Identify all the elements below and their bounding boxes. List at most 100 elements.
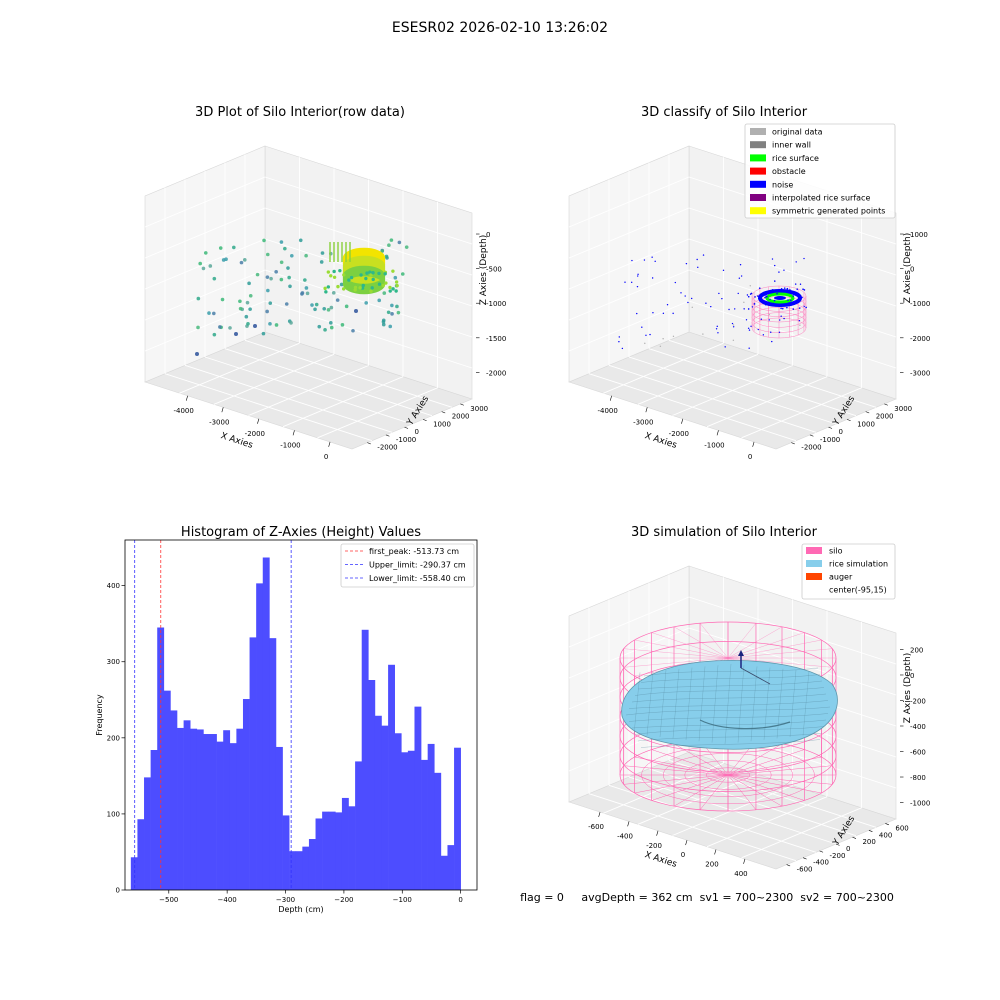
noise-point bbox=[734, 308, 736, 310]
silo-floor-spoke bbox=[623, 765, 729, 776]
noise-point bbox=[710, 305, 712, 308]
histogram-bar bbox=[196, 729, 204, 890]
rice-mesh-line bbox=[628, 713, 829, 722]
data-point bbox=[290, 253, 294, 258]
tick-label: 0 bbox=[415, 428, 419, 436]
noise-point bbox=[662, 338, 664, 340]
tick-label: -2000 bbox=[377, 444, 397, 452]
noise-point bbox=[780, 287, 783, 290]
histogram-bar bbox=[236, 728, 244, 890]
data-point bbox=[242, 258, 247, 262]
noise-point bbox=[731, 322, 734, 325]
data-point bbox=[370, 286, 374, 290]
data-point bbox=[245, 300, 250, 305]
silo-floor-spoke bbox=[727, 774, 757, 810]
tick-label: -3000 bbox=[633, 418, 653, 426]
data-point bbox=[220, 297, 225, 302]
noise-point bbox=[768, 313, 770, 316]
tick-label: -1000 bbox=[910, 800, 930, 808]
tick-label: -1000 bbox=[486, 300, 506, 308]
data-point bbox=[303, 278, 307, 282]
noise-point bbox=[794, 283, 797, 285]
status-line: flag = 0 avgDepth = 362 cm sv1 = 700~230… bbox=[520, 891, 894, 904]
noise-point bbox=[718, 292, 720, 295]
noise-point bbox=[732, 326, 735, 328]
noise-point bbox=[748, 329, 751, 331]
silo-floor-ring bbox=[684, 760, 772, 790]
noise-point bbox=[732, 339, 735, 341]
data-point bbox=[310, 303, 314, 307]
data-point bbox=[196, 296, 201, 301]
data-point bbox=[358, 286, 362, 290]
rice-mesh-line bbox=[637, 732, 823, 742]
data-point bbox=[393, 275, 398, 280]
tick-label: 0 bbox=[910, 266, 914, 274]
legend-swatch bbox=[750, 167, 766, 175]
legend-label: inner wall bbox=[772, 141, 811, 150]
legend-swatch bbox=[806, 560, 822, 567]
noise-point bbox=[666, 304, 669, 306]
auger-arm bbox=[740, 667, 771, 685]
data-point bbox=[377, 282, 382, 286]
legend-label: noise bbox=[772, 180, 793, 189]
data-point bbox=[331, 291, 336, 295]
tick-label: 200 bbox=[910, 646, 923, 654]
noise-point bbox=[798, 319, 801, 322]
axis-tick bbox=[257, 418, 260, 424]
tick-label: 2000 bbox=[876, 413, 894, 421]
histogram-legend: first_peak: -513.73 cm Upper_limit: -290.… bbox=[340, 543, 475, 588]
tick-label: 3000 bbox=[894, 405, 912, 413]
data-point bbox=[313, 307, 317, 312]
rice-mesh-line bbox=[631, 719, 827, 729]
data-point bbox=[359, 273, 363, 277]
data-point bbox=[388, 289, 392, 293]
data-point bbox=[388, 285, 392, 290]
data-point bbox=[341, 287, 346, 291]
noise-point bbox=[764, 303, 767, 306]
tick-label: 400 bbox=[734, 870, 747, 878]
axis-tick bbox=[819, 850, 824, 853]
silo-floor-ring bbox=[662, 753, 794, 797]
noise-point bbox=[774, 280, 776, 282]
data-point bbox=[212, 332, 217, 337]
axis-tick bbox=[598, 811, 601, 818]
histogram-axes-frame bbox=[124, 539, 478, 891]
data-point bbox=[394, 280, 399, 284]
data-point bbox=[338, 268, 342, 273]
data-point bbox=[234, 332, 238, 336]
axis-tick bbox=[385, 434, 390, 437]
histogram-x-ticks: −500 −400 −300 −200 −100 0 bbox=[159, 890, 463, 904]
noise-point bbox=[764, 296, 766, 299]
data-point bbox=[369, 289, 373, 293]
data-point bbox=[324, 290, 328, 294]
data-point bbox=[279, 240, 284, 244]
noise-point bbox=[799, 324, 801, 326]
histogram-bar bbox=[216, 741, 224, 890]
axis-tick bbox=[681, 418, 684, 424]
silo-floor-spoke bbox=[727, 756, 822, 776]
histogram-bar bbox=[335, 812, 343, 890]
data-point bbox=[247, 281, 251, 286]
tick-label: -2000 bbox=[245, 430, 265, 438]
histogram-bar bbox=[275, 746, 283, 890]
noise-point bbox=[753, 303, 756, 305]
axis-tick bbox=[404, 426, 409, 429]
rice-mesh-line bbox=[659, 669, 667, 738]
noise-point bbox=[768, 319, 770, 321]
noise-point bbox=[690, 297, 693, 300]
axis-tick bbox=[865, 411, 870, 414]
tick-label: 1000 bbox=[910, 231, 928, 239]
data-point bbox=[232, 245, 236, 250]
histogram-bar bbox=[144, 777, 151, 890]
legend-swatch bbox=[750, 154, 766, 162]
data-point bbox=[304, 253, 308, 258]
panel2-z-label: Z Axies (Depth) bbox=[903, 233, 913, 304]
data-point bbox=[287, 275, 291, 280]
data-point bbox=[266, 288, 270, 293]
data-point bbox=[323, 328, 327, 332]
noise-point bbox=[780, 307, 782, 310]
data-point bbox=[386, 310, 391, 315]
data-point bbox=[239, 260, 244, 265]
